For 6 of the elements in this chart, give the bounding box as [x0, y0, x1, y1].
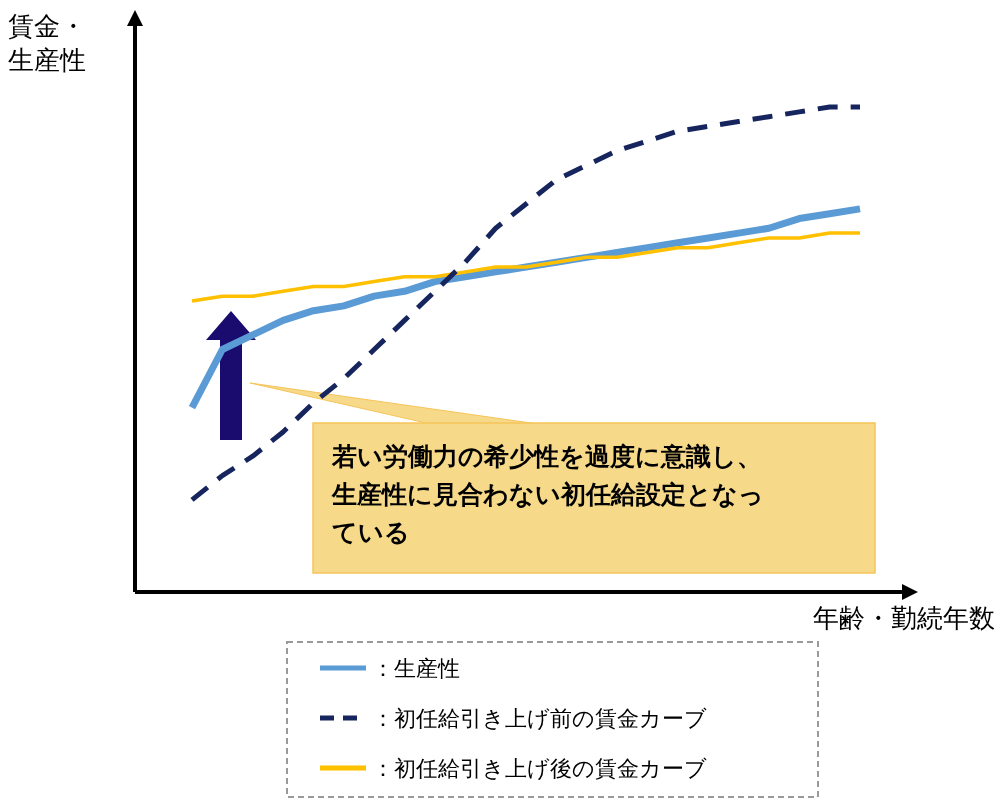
- x-axis-title: 年齢・勤続年数: [813, 602, 995, 635]
- legend-label: ：初任給引き上げ前の賃金カーブ: [372, 706, 707, 731]
- legend-label: ：初任給引き上げ後の賃金カーブ: [372, 756, 707, 781]
- annotation: 若い労働力の希少性を過度に意識し、生産性に見合わない初任給設定となっている: [332, 441, 765, 549]
- y-axis-title: 賃金・生産性: [8, 10, 87, 77]
- legend-label: ：生産性: [372, 656, 460, 681]
